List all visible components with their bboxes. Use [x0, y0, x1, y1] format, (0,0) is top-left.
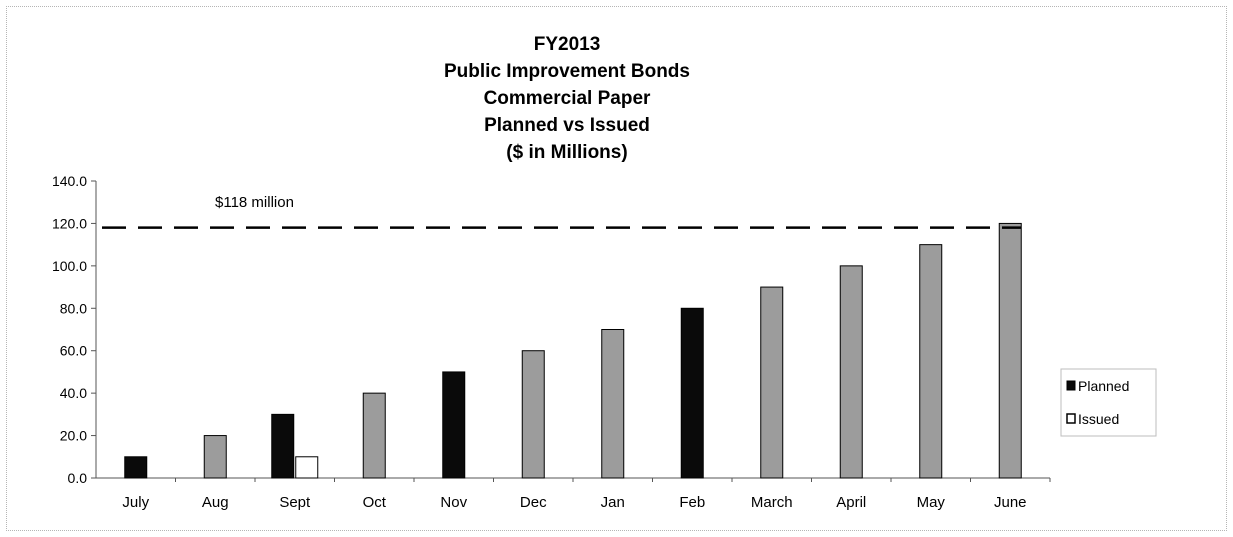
x-category-label: Oct	[363, 494, 387, 511]
title-line: Commercial Paper	[484, 88, 651, 109]
legend-label-issued: Issued	[1078, 411, 1119, 427]
bar-planned	[271, 413, 295, 479]
y-tick-label: 140.0	[52, 173, 87, 189]
x-category-label: July	[122, 494, 149, 511]
bar-planned	[601, 329, 625, 479]
chart-frame	[6, 6, 1227, 531]
bar-planned	[680, 307, 704, 479]
bar-planned	[442, 371, 466, 479]
title-line: FY2013	[534, 34, 601, 55]
bar-planned	[839, 265, 863, 479]
bar-planned	[760, 286, 784, 479]
x-category-label: Sept	[279, 494, 311, 511]
bar-planned	[362, 392, 386, 479]
legend-swatch-issued	[1066, 413, 1076, 424]
x-axis-labels: July Aug Sept Oct Nov Dec Jan Feb March April May J…	[122, 494, 1026, 511]
x-category-label: Aug	[202, 494, 229, 511]
legend: Planned Issued	[1060, 368, 1157, 437]
y-axis-ticks: 0.0 20.0 40.0 60.0 80.0 100.0 120.0 140.0	[52, 173, 96, 486]
y-tick-label: 20.0	[60, 428, 87, 444]
title-line: Public Improvement Bonds	[444, 61, 690, 82]
x-category-label: May	[917, 494, 946, 511]
legend-label-planned: Planned	[1078, 378, 1129, 394]
y-tick-label: 80.0	[60, 300, 87, 316]
bar-issued	[295, 456, 319, 479]
bar-planned	[919, 244, 943, 479]
bar-planned	[998, 222, 1022, 479]
y-tick-label: 100.0	[52, 258, 87, 274]
x-category-label: Nov	[440, 494, 467, 511]
y-tick-label: 40.0	[60, 385, 87, 401]
y-tick-label: 120.0	[52, 215, 87, 231]
x-category-label: Jan	[601, 494, 625, 511]
bars-group	[124, 222, 1051, 482]
bar-planned	[521, 350, 545, 479]
y-tick-label: 0.0	[68, 470, 88, 486]
x-category-label: June	[994, 494, 1027, 511]
title-line: ($ in Millions)	[506, 142, 627, 163]
chart-title: FY2013 Public Improvement Bonds Commerci…	[444, 34, 690, 163]
legend-swatch-planned	[1066, 380, 1076, 391]
bar-planned	[124, 456, 148, 479]
x-category-label: March	[751, 494, 793, 511]
x-category-label: Dec	[520, 494, 547, 511]
y-tick-label: 60.0	[60, 343, 87, 359]
reference-line-label: $118 million	[215, 194, 294, 211]
legend-box	[1060, 368, 1157, 437]
x-category-label: Feb	[679, 494, 705, 511]
x-category-label: April	[836, 494, 866, 511]
bar-planned	[203, 435, 227, 479]
title-line: Planned vs Issued	[484, 115, 650, 136]
